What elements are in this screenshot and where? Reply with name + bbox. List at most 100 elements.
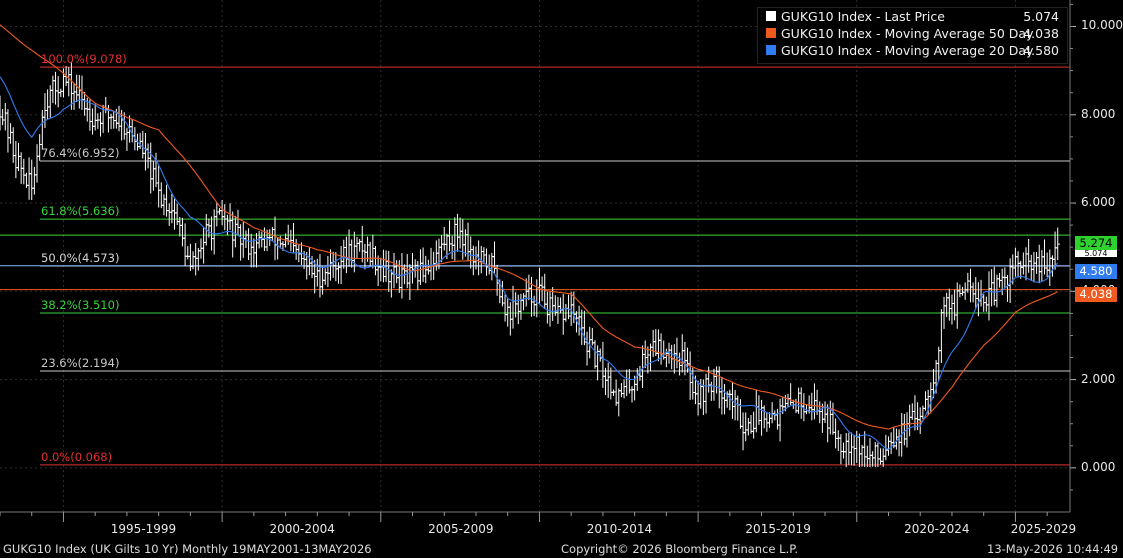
price-bar <box>32 166 37 195</box>
price-bar <box>148 142 153 194</box>
price-bar <box>180 217 185 247</box>
price-bar <box>561 293 566 335</box>
price-bar <box>968 268 973 303</box>
price-bar <box>764 411 770 432</box>
legend-value: 4.580 <box>1023 43 1059 58</box>
price-bar <box>949 294 955 325</box>
price-bar <box>502 294 508 322</box>
price-bar <box>862 431 867 467</box>
price-bar <box>1034 252 1039 274</box>
price-bar <box>1047 249 1052 286</box>
price-bar <box>907 404 912 437</box>
footer-timestamp: 13-May-2026 10:44:49 <box>987 542 1119 556</box>
price-bar <box>822 401 828 423</box>
price-bar <box>989 269 994 307</box>
price-bar <box>71 82 77 110</box>
chart-grid <box>0 0 1071 513</box>
price-tag: 4.580 <box>1075 264 1117 279</box>
price-bar <box>1037 244 1042 284</box>
price-bar <box>1031 251 1037 283</box>
price-bar <box>825 404 830 443</box>
price-bar <box>833 418 838 449</box>
price-bar <box>349 239 354 268</box>
price-bar <box>233 215 238 248</box>
price-bar <box>603 367 608 396</box>
price-bar <box>13 140 19 179</box>
price-bar <box>579 309 584 345</box>
price-bar <box>886 436 891 456</box>
legend-row-ma50: GUKG10 Index - Moving Average 50 Day 4.0… <box>758 25 1067 42</box>
price-bar <box>1026 238 1031 273</box>
fibonacci-label: 0.0%(0.068) <box>41 449 113 464</box>
price-bar <box>354 237 360 258</box>
price-bar <box>878 448 883 465</box>
y-tick-label: 6.000 <box>1081 195 1116 210</box>
price-bar <box>201 227 206 264</box>
price-bar <box>796 387 801 414</box>
price-bar <box>970 282 976 303</box>
price-bar <box>788 383 793 406</box>
price-bar <box>156 165 161 208</box>
price-bar <box>95 113 101 129</box>
price-bar <box>449 235 455 260</box>
price-bar <box>1013 247 1018 277</box>
price-bar <box>360 225 365 263</box>
price-bar <box>809 392 815 421</box>
price-bar <box>767 412 772 428</box>
price-bar <box>111 111 116 129</box>
price-bar <box>613 379 619 406</box>
price-bar <box>746 418 751 436</box>
price-bar <box>214 202 220 227</box>
price-bar <box>846 432 852 465</box>
price-bar <box>447 220 452 252</box>
price-tag: 5.074 <box>1075 250 1117 257</box>
price-bar <box>307 247 312 276</box>
price-bar <box>759 399 764 436</box>
price-bar <box>460 219 465 260</box>
price-bar <box>875 442 881 467</box>
price-bar <box>851 434 857 466</box>
legend-value: 4.038 <box>1023 26 1059 41</box>
legend-label: GUKG10 Index - Moving Average 20 Day <box>781 43 1034 58</box>
price-bar <box>888 432 894 455</box>
price-bar <box>92 103 98 131</box>
price-bar <box>650 329 656 357</box>
price-bar <box>624 369 629 397</box>
price-bar <box>592 340 598 369</box>
price-bar <box>230 211 235 258</box>
price-bar <box>77 75 82 109</box>
price-bar <box>55 76 61 108</box>
price-bar <box>576 305 582 336</box>
price-bar <box>841 442 846 459</box>
x-category-label: 2025-2029 <box>1010 522 1077 536</box>
price-bar <box>595 345 600 381</box>
price-bar <box>1042 239 1047 275</box>
price-bar <box>740 412 746 451</box>
price-bar <box>674 337 680 369</box>
price-bar <box>1015 251 1021 278</box>
price-bar <box>391 252 397 289</box>
price-bar <box>518 293 524 320</box>
price-bar <box>812 383 817 420</box>
price-bar <box>177 217 183 237</box>
price-bar <box>785 393 791 407</box>
legend-swatch-ma20 <box>766 45 776 55</box>
fibonacci-label: 50.0%(4.573) <box>41 251 120 266</box>
price-bar <box>103 96 108 114</box>
price-bar <box>775 408 780 430</box>
price-bar <box>656 329 661 362</box>
price-bar <box>98 112 103 137</box>
price-bar <box>116 105 122 132</box>
price-bar <box>925 389 931 415</box>
price-bar <box>161 194 167 216</box>
price-bar <box>516 294 521 325</box>
price-bar <box>375 255 381 287</box>
ma50-line <box>0 24 1058 430</box>
x-category-label: 2020-2024 <box>904 522 970 536</box>
price-bar <box>428 247 434 281</box>
price-bar <box>735 395 740 421</box>
y-tick-label: 8.000 <box>1081 106 1116 121</box>
moving-average-lines <box>0 24 1059 450</box>
price-bar <box>249 233 254 268</box>
price-bar <box>185 246 190 260</box>
